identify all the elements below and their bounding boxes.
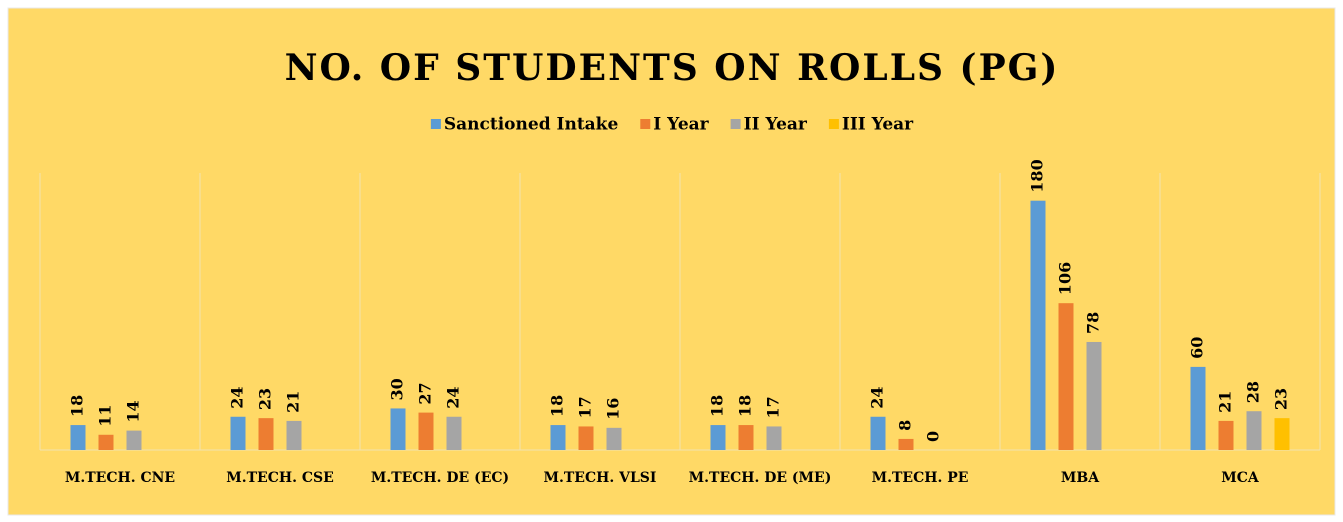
- data-label: 24: [444, 386, 463, 408]
- x-tick-label: M.TECH. DE (ME): [689, 470, 832, 486]
- bar: [578, 426, 594, 450]
- data-label: 78: [1084, 312, 1103, 334]
- chart-title: NO. OF STUDENTS ON ROLLS (PG): [285, 47, 1060, 89]
- x-tick-label: M.TECH. CNE: [65, 470, 175, 486]
- data-label: 30: [388, 378, 407, 400]
- data-label: 24: [228, 386, 247, 408]
- data-label: 24: [868, 386, 887, 408]
- legend-marker: [430, 119, 441, 129]
- bar: [738, 425, 754, 450]
- bar: [710, 425, 726, 450]
- bar: [126, 430, 142, 450]
- data-label: 18: [548, 395, 567, 417]
- bar: [1274, 418, 1290, 450]
- bar: [258, 418, 274, 450]
- bar: [286, 420, 302, 450]
- x-tick-label: M.TECH. CSE: [226, 470, 334, 486]
- data-label: 17: [576, 396, 595, 418]
- data-label: 21: [1216, 391, 1235, 413]
- bar: [898, 438, 914, 450]
- data-label: 17: [764, 396, 783, 418]
- bar: [230, 416, 246, 450]
- bar: [1218, 420, 1234, 450]
- data-label: 14: [124, 400, 143, 422]
- bar: [98, 434, 114, 450]
- bar: [1058, 303, 1074, 450]
- bar: [390, 408, 406, 450]
- data-label: 106: [1056, 262, 1075, 295]
- bar: [550, 425, 566, 450]
- bar: [1030, 200, 1046, 450]
- legend: Sanctioned Intake I Year II Year III Year: [430, 115, 914, 135]
- bar: [766, 426, 782, 450]
- data-label: 16: [604, 398, 623, 420]
- data-label: 180: [1028, 159, 1047, 192]
- x-tick-label: MCA: [1221, 470, 1260, 486]
- data-label: 21: [284, 391, 303, 413]
- x-tick-label: M.TECH. DE (EC): [371, 470, 509, 486]
- bar: [446, 416, 462, 450]
- legend-label: Sanctioned Intake: [444, 115, 619, 135]
- bar: [70, 425, 86, 450]
- data-label: 28: [1244, 381, 1263, 403]
- data-label: 18: [736, 395, 755, 417]
- x-tick-label: MBA: [1061, 470, 1100, 486]
- data-label: 23: [1272, 388, 1291, 410]
- legend-marker: [828, 119, 839, 129]
- legend-marker: [730, 119, 741, 129]
- x-tick-label: M.TECH. VLSI: [544, 470, 657, 486]
- legend-marker: [640, 119, 651, 129]
- legend-label: III Year: [842, 115, 914, 135]
- bar: [870, 416, 886, 450]
- data-label: 18: [708, 395, 727, 417]
- legend-label: II Year: [744, 115, 808, 135]
- bar: [418, 412, 434, 450]
- data-label: 27: [416, 382, 435, 404]
- chart-background: [7, 7, 1336, 516]
- bar: [1086, 341, 1102, 450]
- x-tick-label: M.TECH. PE: [872, 470, 969, 486]
- data-label: 23: [256, 388, 275, 410]
- data-label: 8: [896, 420, 915, 431]
- bar: [606, 427, 622, 450]
- bar: [1246, 411, 1262, 450]
- data-label: 0: [924, 431, 943, 442]
- legend-label: I Year: [653, 115, 709, 135]
- data-label: 60: [1188, 337, 1207, 359]
- data-label: 18: [68, 395, 87, 417]
- data-label: 11: [96, 404, 115, 426]
- bar: [1190, 366, 1206, 450]
